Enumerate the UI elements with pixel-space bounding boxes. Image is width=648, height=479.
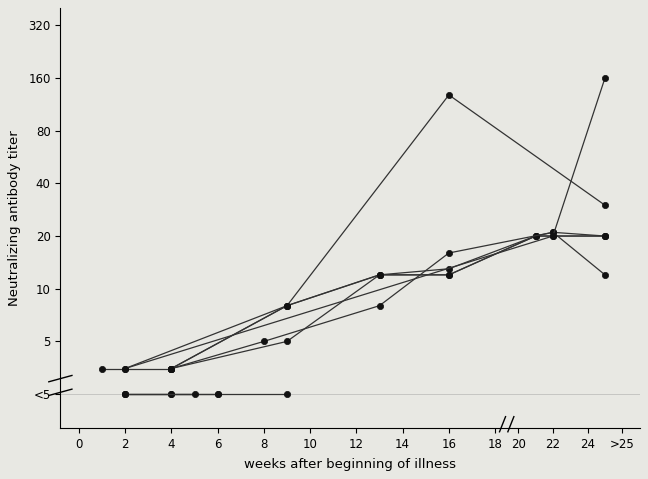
X-axis label: weeks after beginning of illness: weeks after beginning of illness xyxy=(244,457,456,471)
Y-axis label: Neutralizing antibody titer: Neutralizing antibody titer xyxy=(8,130,21,306)
